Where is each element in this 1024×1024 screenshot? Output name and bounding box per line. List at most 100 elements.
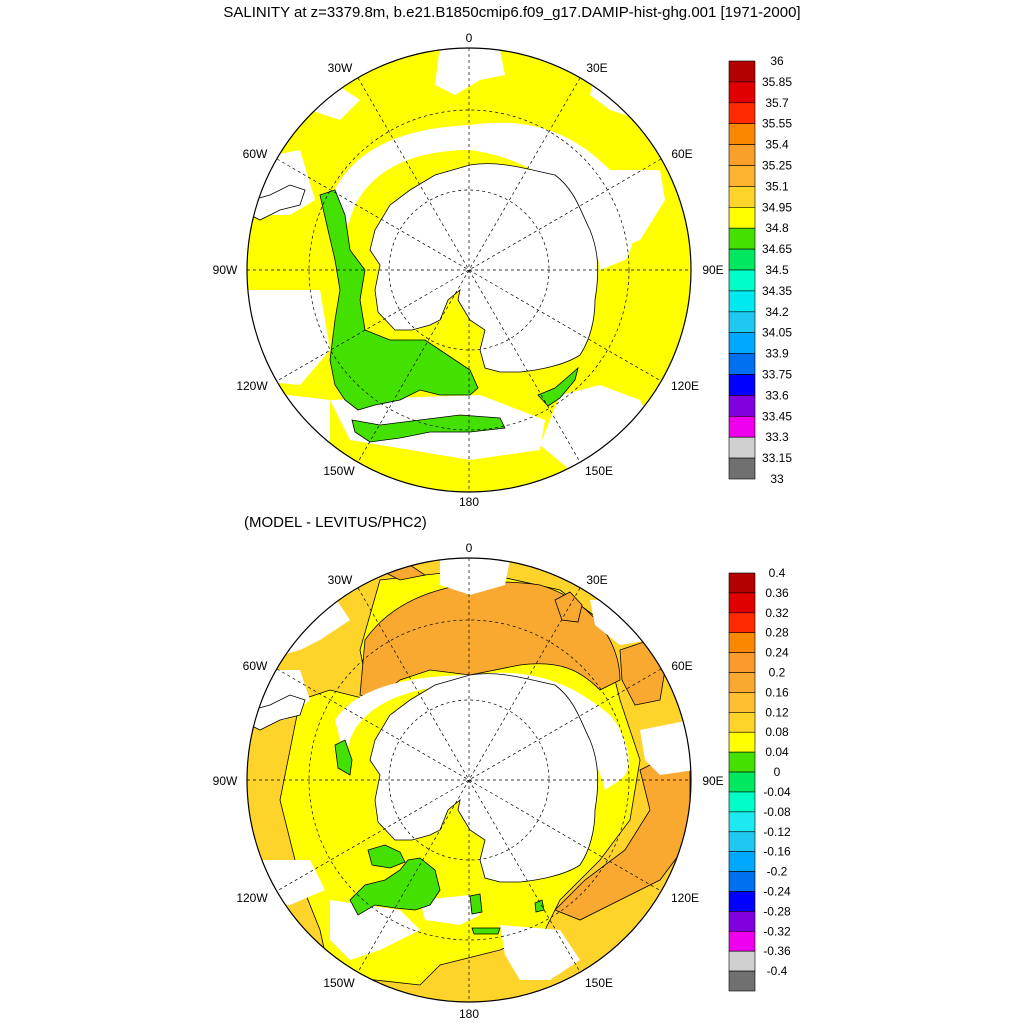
lon-label-30w: 30W (328, 61, 353, 75)
difference-colorbar-label-4: 0.24 (765, 646, 789, 660)
lon-label-0-diff: 0 (466, 541, 473, 555)
lon-label-90w-diff: 90W (213, 774, 238, 788)
salinity-colorbar-label-13: 34.05 (762, 326, 792, 340)
lon-label-60w-diff: 60W (243, 659, 268, 673)
difference-colorbar-cell-1 (728, 592, 756, 614)
salinity-colorbar-label-17: 33.45 (762, 409, 792, 423)
difference-colorbar-label-12: -0.08 (763, 805, 791, 819)
lon-label-30w-diff: 30W (328, 573, 353, 587)
graticule-diff (247, 558, 691, 1002)
salinity-colorbar-label-10: 34.5 (765, 263, 789, 277)
map-border-diff (246, 557, 692, 1003)
salinity-colorbar-label-9: 34.65 (762, 242, 792, 256)
lon-label-180: 180 (459, 495, 479, 509)
salinity-colorbar-label-18: 33.3 (765, 430, 789, 444)
salinity-colorbar-cell-16 (728, 395, 756, 417)
salinity-colorbar-cell-14 (728, 353, 756, 375)
salinity-colorbar-cell-6 (728, 186, 756, 208)
salinity-colorbar: 36 35.85 35.7 35.55 35.4 35.25 35.1 34.95 34.8 34… (728, 54, 792, 486)
difference-colorbar-label-1: 0.36 (765, 586, 789, 600)
lon-label-180-diff: 180 (459, 1007, 479, 1021)
lon-label-60e: 60E (671, 147, 692, 161)
lon-label-30e-diff: 30E (586, 573, 607, 587)
salinity-colorbar-label-12: 34.2 (765, 305, 789, 319)
antarctica-landmass (369, 163, 599, 373)
lon-label-150e-diff: 150E (585, 976, 613, 990)
difference-colorbar-cell-2 (728, 612, 756, 634)
salinity-colorbar-cell-0 (728, 60, 756, 83)
salinity-colorbar-cell-18 (728, 436, 756, 459)
difference-colorbar-label-13: -0.12 (763, 825, 791, 839)
top-lon-labels: 0 30W 30E 60W 60E 90W 90E 120W 120E 150W… (213, 31, 724, 509)
salinity-colorbar-label-5: 35.25 (762, 159, 792, 173)
salinity-colorbar-cell-15 (728, 374, 756, 396)
salinity-colorbar-label-6: 35.1 (765, 179, 789, 193)
salinity-colorbar-label-3: 35.55 (762, 117, 792, 131)
difference-colorbar-cell-12 (728, 811, 756, 833)
difference-colorbar-label-17: -0.28 (763, 904, 791, 918)
salinity-colorbar-cell-11 (728, 290, 756, 313)
difference-colorbar-label-9: 0.04 (765, 745, 789, 759)
salinity-colorbar-label-0: 36 (770, 54, 784, 68)
salinity-colorbar-label-1: 35.85 (762, 75, 792, 89)
salinity-colorbar-cell-5 (728, 165, 756, 187)
lon-label-150w-diff: 150W (323, 976, 355, 990)
lon-label-90e: 90E (702, 263, 723, 277)
difference-colorbar-cell-7 (728, 712, 756, 733)
lon-label-120w-diff: 120W (236, 891, 268, 905)
salinity-colorbar-cell-7 (728, 207, 756, 229)
antarctica-landmass-diff (369, 673, 599, 883)
bottom-lon-labels: 0 30W 30E 60W 60E 90W 90E 120W 120E 150W… (213, 541, 724, 1021)
difference-colorbar-cell-0 (728, 572, 756, 594)
lon-label-150e: 150E (585, 464, 613, 478)
lon-label-120e: 120E (671, 379, 699, 393)
difference-colorbar-cell-9 (728, 751, 756, 773)
difference-colorbar-cell-15 (728, 871, 756, 892)
salinity-colorbar-cell-10 (728, 269, 756, 292)
lon-label-120e-diff: 120E (671, 891, 699, 905)
lon-label-90w: 90W (213, 263, 238, 277)
lon-label-30e: 30E (586, 61, 607, 75)
difference-colorbar-label-11: -0.04 (763, 785, 791, 799)
lon-label-120w: 120W (236, 379, 268, 393)
difference-colorbar-cell-20 (728, 970, 756, 992)
salinity-colorbar-cell-12 (728, 311, 756, 333)
salinity-colorbar-cell-19 (728, 457, 756, 480)
plot-title: SALINITY at z=3379.8m, b.e21.B1850cmip6.… (223, 4, 801, 21)
difference-colorbar: 0.4 0.36 0.32 0.28 0.24 0.2 0.16 0.12 0.08 0.04 0 -… (728, 566, 791, 992)
map-border (246, 47, 692, 493)
difference-colorbar-label-10: 0 (774, 765, 781, 779)
salinity-colorbar-label-16: 33.6 (765, 388, 789, 402)
difference-colorbar-cell-14 (728, 851, 756, 872)
difference-colorbar-label-7: 0.12 (765, 705, 789, 719)
difference-colorbar-label-5: 0.2 (769, 666, 786, 680)
difference-colorbar-cell-4 (728, 652, 756, 673)
band-0.04-0.08 (334, 739, 545, 935)
difference-colorbar-label-19: -0.36 (763, 944, 791, 958)
difference-map (246, 557, 692, 1003)
salinity-colorbar-label-2: 35.7 (765, 96, 789, 110)
difference-colorbar-label-0: 0.4 (769, 566, 786, 580)
difference-colorbar-cell-8 (728, 731, 756, 753)
lon-label-0: 0 (466, 31, 473, 45)
plot-subtitle: (MODEL - LEVITUS/PHC2) (244, 514, 427, 531)
band-0.2-0.24-peak (554, 591, 583, 623)
difference-colorbar-label-16: -0.24 (763, 884, 791, 898)
low-salinity-regions (319, 189, 579, 443)
graticule (247, 48, 691, 492)
lon-label-90e-diff: 90E (702, 774, 723, 788)
lon-label-60w: 60W (243, 147, 268, 161)
difference-colorbar-cell-6 (728, 692, 756, 713)
difference-colorbar-label-15: -0.2 (767, 865, 788, 879)
salinity-map (246, 47, 692, 493)
difference-colorbar-label-6: 0.16 (765, 685, 789, 699)
salinity-colorbar-cell-4 (728, 144, 756, 166)
difference-colorbar-cell-3 (728, 632, 756, 653)
salinity-colorbar-label-8: 34.8 (765, 221, 789, 235)
difference-colorbar-label-18: -0.32 (763, 924, 791, 938)
salinity-colorbar-cell-9 (728, 248, 756, 271)
lon-label-150w: 150W (323, 464, 355, 478)
salinity-colorbar-cell-13 (728, 332, 756, 354)
salinity-colorbar-label-11: 34.35 (762, 284, 792, 298)
